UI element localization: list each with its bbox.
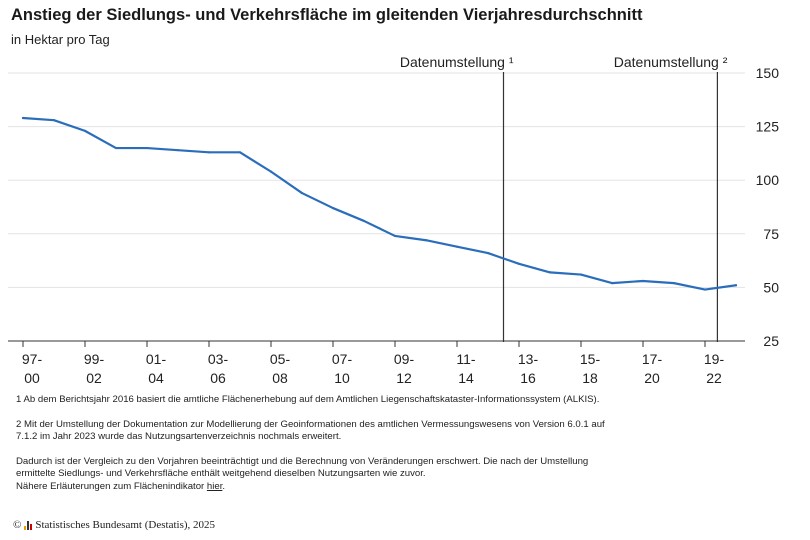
x-tick-label: 03-: [208, 351, 229, 367]
data-point: [579, 273, 583, 276]
x-tick-label: 13-: [518, 351, 539, 367]
data-point: [517, 262, 521, 265]
footnote-1: 1 Ab dem Berichtsjahr 2016 basiert die a…: [16, 394, 600, 405]
data-point: [703, 288, 707, 291]
data-point: [238, 151, 242, 154]
data-point: [145, 146, 149, 150]
series-line: [21, 116, 738, 291]
x-tick-label: 12: [396, 370, 412, 386]
data-point: [21, 116, 25, 120]
data-point: [300, 191, 304, 195]
x-tick-label: 06: [210, 370, 226, 386]
x-tick-label: 19-: [704, 351, 725, 367]
x-tick-label: 02: [86, 370, 102, 386]
y-tick-label: 50: [763, 279, 779, 295]
gridlines: [8, 72, 745, 288]
x-tick-label: 00: [24, 370, 40, 386]
y-tick-label: 125: [756, 119, 780, 135]
x-tick-label: 14: [458, 370, 474, 386]
data-point: [176, 149, 180, 152]
data-point: [362, 219, 366, 223]
chart-title: Anstieg der Siedlungs- und Verkehrsfläch…: [11, 6, 643, 24]
footnote-4-prefix: Nähere Erläuterungen zum Flächenindikato…: [16, 480, 207, 492]
x-tick-label: 01-: [146, 351, 167, 367]
annotation-label: Datenumstellung ²: [614, 54, 728, 70]
annotation-label: Datenumstellung ¹: [400, 54, 514, 70]
data-point: [424, 239, 428, 242]
x-tick-label: 09-: [394, 351, 415, 367]
x-tick-label: 18: [582, 370, 598, 386]
chart-subtitle: in Hektar pro Tag: [11, 32, 110, 47]
details-link[interactable]: hier: [206, 480, 223, 492]
y-tick-label: 25: [763, 333, 779, 349]
footnote-3: Dadurch ist der Vergleich zu den Vorjahr…: [16, 456, 616, 494]
x-tick-label: 99-: [84, 351, 105, 367]
data-point: [83, 129, 87, 132]
y-tick-label: 75: [763, 226, 779, 242]
footnotes: 1 Ab dem Berichtsjahr 2016 basiert die a…: [16, 394, 616, 494]
x-tick-label: 16: [520, 370, 536, 386]
x-tick-label: 08: [272, 370, 288, 386]
data-point: [641, 279, 645, 283]
copyright-symbol: ©: [13, 519, 22, 531]
x-tick-label: 04: [148, 370, 164, 386]
line-chart: 25 50 75 100 125 150 97- 00 99- 02 01- 04 03- 06 05- 0…: [8, 54, 780, 386]
x-tick-label: 11-: [456, 351, 476, 367]
data-point: [610, 282, 614, 285]
annotations: Datenumstellung ¹ Datenumstellung ²: [400, 54, 728, 342]
y-axis-ticks: 25 50 75 100 125 150: [756, 65, 780, 349]
series: [21, 116, 738, 291]
x-tick-label: 17-: [642, 351, 663, 367]
destatis-logo-icon: [24, 520, 33, 530]
y-tick-label: 100: [756, 172, 780, 188]
x-tick-label: 05-: [270, 351, 291, 367]
data-point: [486, 251, 490, 255]
copyright: © Statistisches Bundesamt (Destatis), 20…: [13, 519, 215, 531]
x-tick-label: 22: [706, 370, 722, 386]
data-point: [455, 245, 459, 248]
footnote-2: 2 Mit der Umstellung der Dokumentation z…: [16, 418, 605, 443]
data-point: [548, 271, 552, 274]
x-tick-label: 07-: [332, 351, 353, 367]
y-tick-label: 150: [756, 65, 780, 81]
footnote-3-text: Dadurch ist der Vergleich zu den Vorjahr…: [16, 455, 589, 480]
data-point: [331, 206, 335, 210]
data-point: [269, 170, 273, 173]
x-tick-label: 97-: [22, 351, 43, 367]
x-tick-label: 20: [644, 370, 660, 386]
x-tick-label: 10: [334, 370, 350, 386]
data-point: [393, 234, 397, 238]
data-point: [207, 151, 211, 154]
data-point: [672, 282, 676, 285]
data-point: [734, 284, 738, 287]
copyright-text: Statistisches Bundesamt (Destatis), 2025: [35, 519, 216, 531]
x-axis: 97- 00 99- 02 01- 04 03- 06 05- 08 07- 10 09- 12 11- 14…: [8, 340, 745, 386]
data-point: [52, 119, 56, 122]
data-point: [114, 146, 118, 150]
footnote-4-suffix: .: [222, 480, 226, 492]
x-tick-label: 15-: [580, 351, 601, 367]
